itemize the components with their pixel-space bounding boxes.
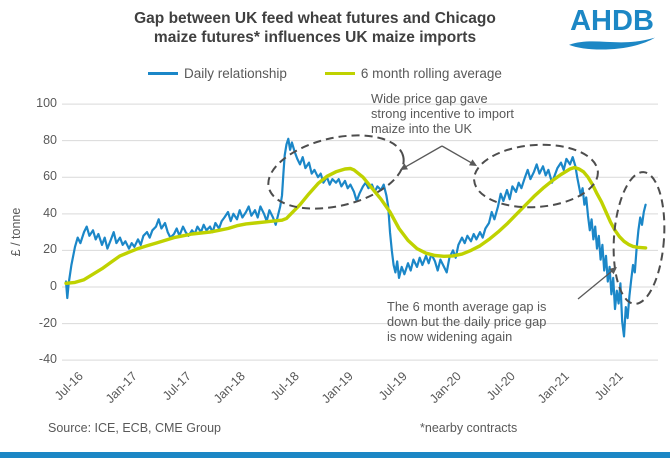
annotation-arrow-line — [441, 145, 474, 165]
annotation-text: Wide price gap gave strong incentive to i… — [371, 91, 514, 136]
y-tick-label: 40 — [43, 205, 57, 220]
y-tick-label: 0 — [50, 279, 57, 293]
annotation-text: The 6 month average gap is down but the d… — [387, 299, 546, 344]
highlight-ellipse — [612, 171, 666, 305]
legend-item-rolling: 6 month rolling average — [324, 66, 502, 81]
chart-title: Gap between UK feed wheat futures and Ch… — [55, 9, 575, 47]
annotation-text-line: is now widening again — [387, 329, 513, 344]
y-tick-label: 100 — [36, 96, 57, 111]
annotation-text-line: Wide price gap gave — [371, 91, 488, 106]
highlight-ellipse — [473, 143, 599, 209]
annotation-arrowhead — [400, 163, 408, 170]
annotation-text-line: maize into the UK — [371, 121, 473, 136]
highlight-ellipse-group — [612, 171, 666, 305]
annotation-text-line: The 6 month average gap is — [387, 299, 547, 314]
chart-legend: Daily relationship 6 month rolling avera… — [0, 66, 650, 81]
annotation-text-line: down but the daily price gap — [387, 314, 547, 329]
highlight-ellipse-group — [473, 143, 599, 209]
source-text: Source: ICE, ECB, CME Group — [48, 421, 221, 435]
logo-wave-icon — [569, 37, 655, 50]
ahdb-logo: AHDB — [564, 7, 660, 57]
highlight-ellipse-group — [267, 134, 405, 210]
highlight-ellipse — [267, 134, 405, 210]
rolling-line-swatch — [324, 72, 355, 75]
annotation-arrowhead — [469, 159, 477, 166]
chart-title-line-1: Gap between UK feed wheat futures and Ch… — [134, 10, 496, 27]
ahdb-logo-text: AHDB — [570, 5, 654, 37]
y-tick-label: -40 — [38, 352, 57, 367]
y-tick-label: 60 — [43, 169, 57, 184]
rolling-average-line — [64, 165, 648, 285]
legend-label-daily: Daily relationship — [184, 66, 287, 81]
y-tick-label: 80 — [43, 132, 57, 147]
daily-series-line — [64, 137, 647, 338]
legend-label-rolling: 6 month rolling average — [360, 66, 502, 81]
chart-title-line-2: maize futures* influences UK maize impor… — [153, 29, 477, 46]
annotation-arrowhead — [609, 267, 617, 275]
y-tick-label: -20 — [38, 315, 57, 330]
annotation-arrow-line — [403, 145, 443, 169]
y-tick-label: 20 — [43, 242, 57, 257]
annotation-arrow-line — [577, 269, 615, 300]
legend-item-daily: Daily relationship — [148, 66, 287, 81]
annotation-text-line: strong incentive to import — [371, 106, 514, 121]
daily-line-swatch — [148, 72, 179, 75]
y-axis-title: £ / tonne — [9, 207, 23, 257]
bottom-accent-bar — [0, 452, 670, 458]
footnote-text: *nearby contracts — [420, 421, 518, 435]
